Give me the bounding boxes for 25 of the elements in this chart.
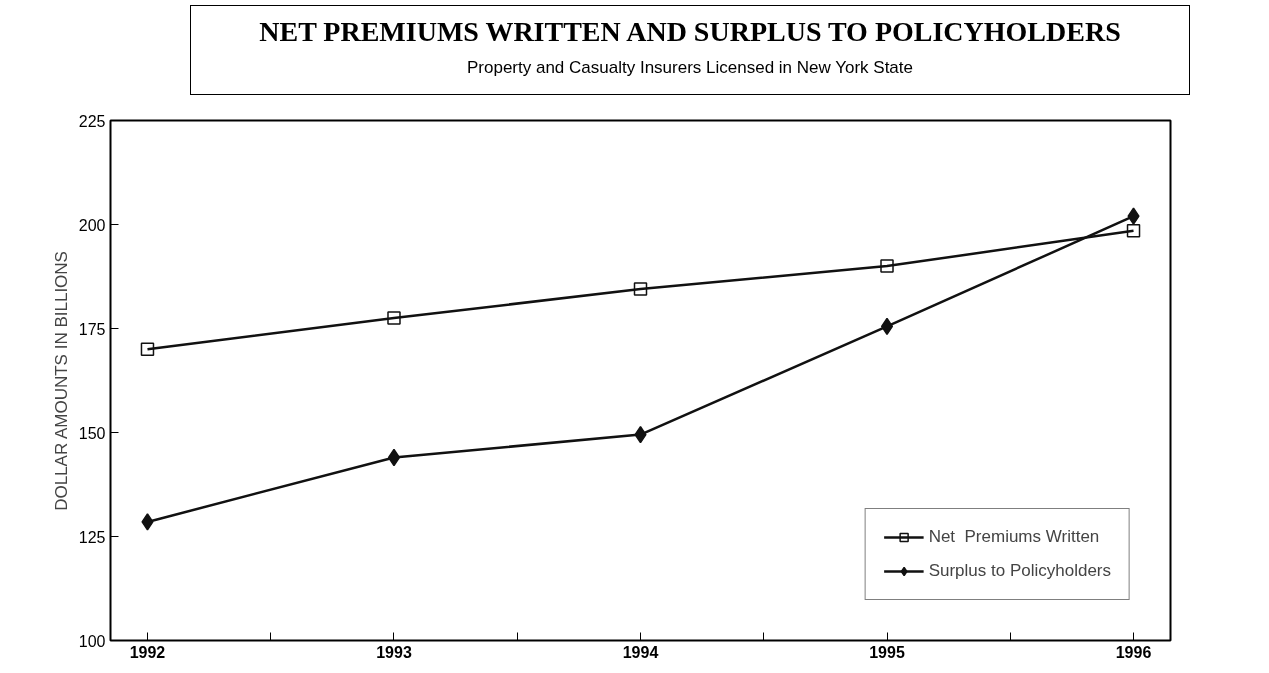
x-tick-label: 1994 <box>622 643 659 661</box>
chart-title: NET PREMIUMS WRITTEN AND SURPLUS TO POLICYHOLDERS <box>259 15 1121 49</box>
x-tick-label: 1995 <box>869 643 905 661</box>
y-tick-label: 125 <box>78 528 106 546</box>
x-tick-label: 1992 <box>129 643 166 661</box>
point <box>633 282 648 296</box>
point <box>1126 223 1141 238</box>
point <box>140 342 155 357</box>
legend-label: Net Premiums Written <box>928 527 1100 547</box>
y-tick-label: 175 <box>78 320 106 338</box>
legend-label: Surplus to Policyholders <box>928 561 1111 581</box>
point <box>387 448 401 467</box>
y-tick-label: 225 <box>78 112 106 130</box>
chart-subtitle: Property and Casualty Insurers Licensed in New York State <box>466 57 914 79</box>
point <box>880 259 894 273</box>
point <box>141 513 154 531</box>
x-tick-label: 1993 <box>376 643 412 661</box>
y-axis-title: DOLLAR AMOUNTS IN BILLIONS <box>51 251 71 511</box>
point <box>880 317 894 336</box>
y-tick-label: 150 <box>78 424 106 442</box>
y-tick-label: 100 <box>78 632 106 650</box>
point <box>387 311 401 325</box>
y-tick-label: 200 <box>78 216 106 234</box>
point <box>1127 207 1140 225</box>
x-tick-label: 1996 <box>1115 643 1152 661</box>
